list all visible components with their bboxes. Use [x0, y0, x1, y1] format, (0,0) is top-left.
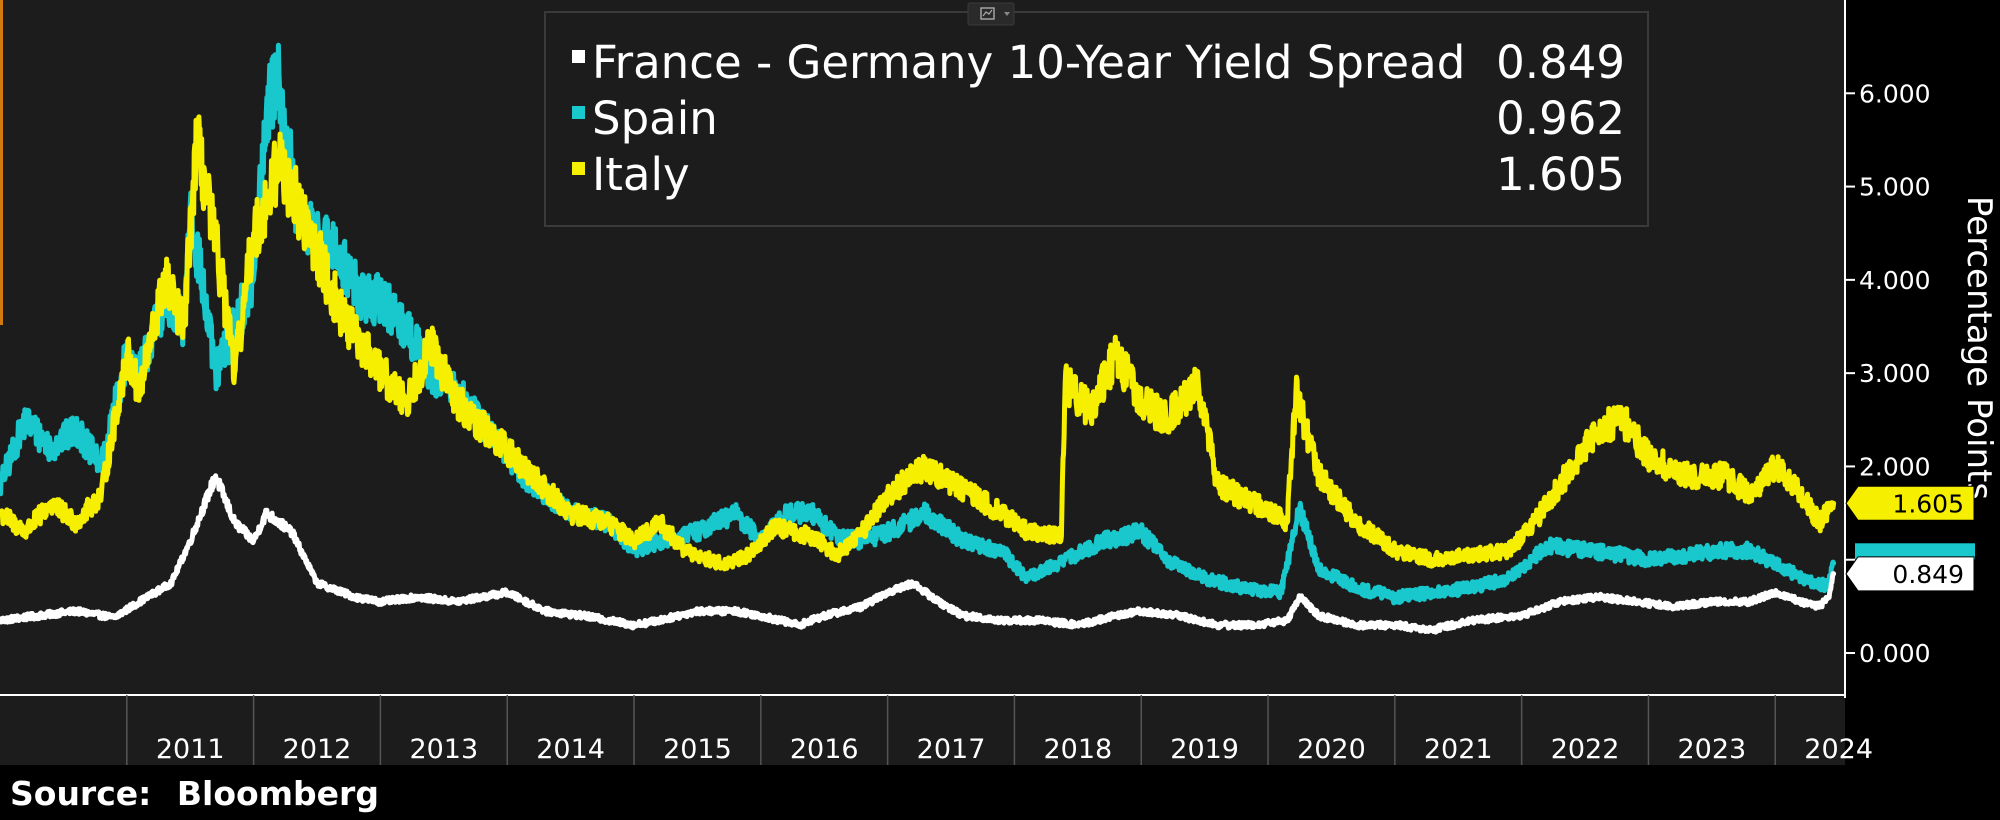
legend-label-france-germany: France - Germany 10-Year Yield Spread [592, 36, 1465, 89]
dropdown-caret-icon [1004, 12, 1010, 16]
x-tick-label: 2014 [536, 734, 605, 765]
series-line-france-germany-10-year-yield-spread [0, 473, 1837, 635]
chart-type-icon [980, 7, 995, 20]
x-axis-band [0, 695, 1845, 765]
legend-value-france-germany: 0.849 [1496, 36, 1625, 89]
x-tick-label: 2022 [1551, 734, 1620, 765]
x-tick-label: 2011 [156, 734, 225, 765]
y-tick-label: 3.000 [1859, 359, 1931, 388]
legend-background [544, 11, 1649, 227]
badge-france-germany: 0.849 [1845, 556, 1975, 592]
x-axis-ticks: 2011 2012 2013 2014 2015 2016 2017 2018 2019 2020… [0, 694, 1873, 765]
legend-label-italy: Italy [592, 148, 690, 201]
series-line-italy [0, 114, 1837, 572]
x-tick-label: 2013 [409, 734, 478, 765]
x-tick-label: 2012 [283, 734, 352, 765]
legend-swatch-france-germany [572, 50, 585, 63]
y-axis-title: Percentage Points [1959, 196, 1999, 500]
series-lines [0, 42, 1837, 635]
x-tick-label: 2024 [1804, 734, 1873, 765]
x-tick-label: 2017 [917, 734, 986, 765]
source-name: Bloomberg [177, 774, 379, 813]
y-tick-label: 2.000 [1859, 452, 1931, 481]
x-tick-label: 2019 [1170, 734, 1239, 765]
y-tick-label: 5.000 [1859, 173, 1931, 202]
badge-spain-shape [1855, 543, 1975, 560]
y-tick-label: 0.000 [1859, 639, 1931, 668]
x-tick-label: 2015 [663, 734, 732, 765]
x-tick-label: 2016 [790, 734, 859, 765]
badge-france-germany-shape [1845, 556, 1975, 592]
x-tick-label: 2021 [1424, 734, 1493, 765]
badge-italy-text: 1.605 [1892, 489, 1964, 518]
legend-swatch-italy [572, 162, 585, 175]
source-note: Source: Bloomberg [10, 774, 379, 813]
y-tick-label: 6.000 [1859, 79, 1931, 108]
left-accent-bar [0, 0, 3, 325]
x-tick-label: 2020 [1297, 734, 1366, 765]
legend-box: France - Germany 10-Year Yield Spread 0.… [544, 11, 1649, 227]
legend-swatch-spain [572, 106, 585, 119]
badge-spain [1855, 543, 1975, 560]
x-tick-label: 2023 [1677, 734, 1746, 765]
chart-menu-button[interactable] [967, 2, 1015, 26]
legend-value-italy: 1.605 [1496, 148, 1625, 201]
badge-france-germany-text: 0.849 [1892, 560, 1964, 589]
legend-label-spain: Spain [592, 92, 718, 145]
chart-type-icon-line [982, 9, 993, 17]
last-value-badges: 1.605 0.849 [1845, 485, 1975, 592]
badge-italy-shape [1845, 485, 1975, 521]
source-label: Source: [10, 774, 151, 813]
y-tick-label: 4.000 [1859, 266, 1931, 295]
x-tick-label: 2018 [1043, 734, 1112, 765]
badge-italy: 1.605 [1845, 485, 1975, 521]
legend-value-spain: 0.962 [1496, 92, 1625, 145]
